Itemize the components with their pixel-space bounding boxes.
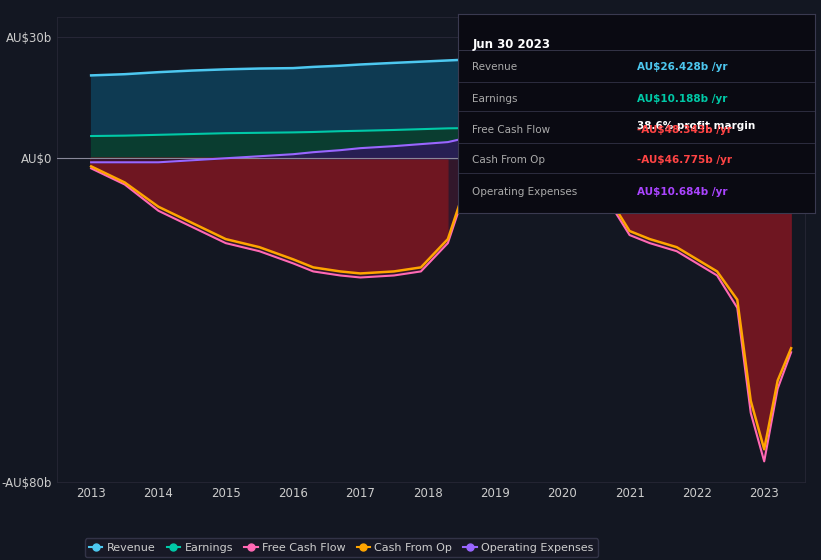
Text: Earnings: Earnings (472, 94, 518, 104)
Text: AU$10.684b /yr: AU$10.684b /yr (637, 187, 727, 197)
Text: -AU$46.775b /yr: -AU$46.775b /yr (637, 155, 732, 165)
Text: AU$26.428b /yr: AU$26.428b /yr (637, 62, 727, 72)
Legend: Revenue, Earnings, Free Cash Flow, Cash From Op, Operating Expenses: Revenue, Earnings, Free Cash Flow, Cash … (85, 538, 598, 557)
Text: Operating Expenses: Operating Expenses (472, 187, 578, 197)
Text: Free Cash Flow: Free Cash Flow (472, 125, 551, 136)
Text: -AU$48.343b /yr: -AU$48.343b /yr (637, 125, 732, 136)
Text: 38.6% profit margin: 38.6% profit margin (637, 122, 755, 132)
Text: AU$10.188b /yr: AU$10.188b /yr (637, 94, 727, 104)
Text: Jun 30 2023: Jun 30 2023 (472, 38, 550, 51)
Text: Cash From Op: Cash From Op (472, 155, 545, 165)
Text: Revenue: Revenue (472, 62, 517, 72)
